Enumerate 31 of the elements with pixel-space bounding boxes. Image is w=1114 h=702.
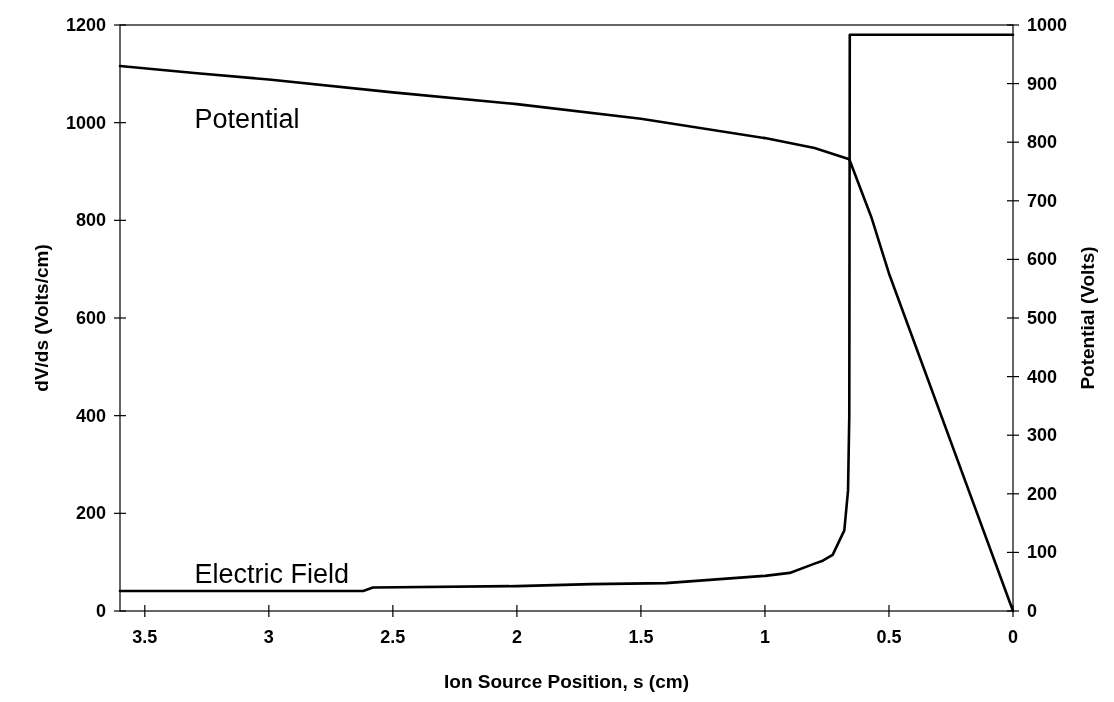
y2-tick-label: 0	[1027, 601, 1038, 621]
series-label: Electric Field	[194, 558, 349, 589]
y-tick-label: 800	[75, 210, 106, 231]
y-tick-label: 1200	[65, 15, 106, 35]
y2-tick-label: 700	[1027, 190, 1058, 211]
y-tick-label: 600	[75, 308, 106, 328]
x-tick-label: 0.5	[876, 627, 902, 647]
x-axis-title: Ion Source Position, s (cm)	[444, 671, 689, 692]
x-tick-label: 0	[1007, 627, 1019, 647]
y2-tick-label: 1000	[1027, 15, 1068, 35]
series-label: Potential	[194, 104, 300, 135]
y2-tick-label: 600	[1027, 249, 1058, 270]
y2-tick-label: 900	[1027, 73, 1058, 94]
y2-axis-title: Potential (Volts)	[1077, 246, 1098, 390]
y2-tick-label: 100	[1027, 542, 1058, 563]
y2-tick-label: 800	[1027, 132, 1058, 153]
y2-tick-label: 200	[1027, 483, 1058, 504]
y-tick-label: 200	[75, 503, 106, 524]
y2-tick-label: 300	[1027, 425, 1058, 446]
y2-tick-label: 500	[1027, 308, 1058, 328]
y-axis-title: dV/ds (Volts/cm)	[31, 244, 52, 392]
x-tick-label: 3	[263, 627, 274, 647]
x-tick-label: 1.5	[628, 627, 654, 647]
y-tick-label: 0	[95, 601, 106, 621]
x-tick-label: 1	[759, 627, 770, 647]
y2-tick-label: 400	[1027, 366, 1058, 387]
x-tick-label: 3.5	[132, 627, 158, 647]
x-tick-label: 2	[511, 627, 522, 647]
x-tick-label: 2.5	[380, 627, 406, 647]
y-tick-label: 400	[75, 405, 106, 426]
y-tick-label: 1000	[65, 112, 106, 133]
